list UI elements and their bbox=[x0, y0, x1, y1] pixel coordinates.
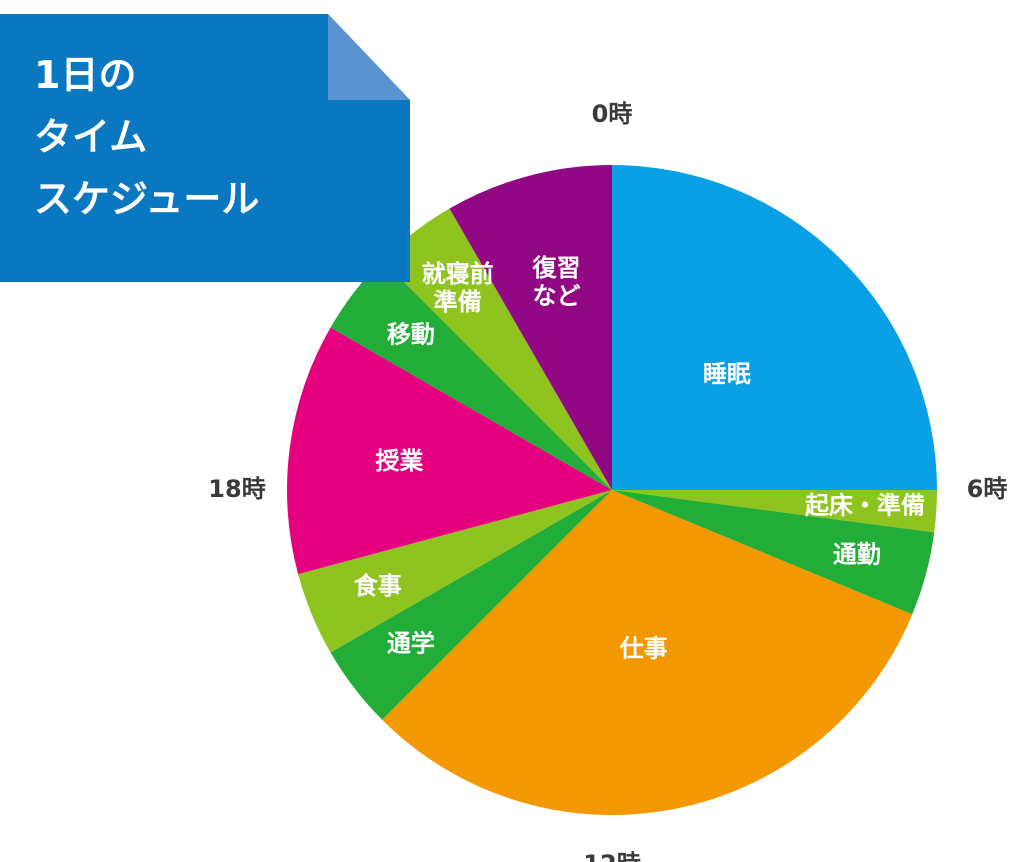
hour-label: 6時 bbox=[967, 475, 1008, 503]
slice-label: 睡眠 bbox=[703, 360, 751, 388]
title-line: タイム bbox=[34, 115, 148, 159]
slice-label: 仕事 bbox=[619, 634, 668, 662]
pie-slice bbox=[382, 208, 612, 490]
pie-slice bbox=[612, 490, 937, 533]
pie-slice bbox=[298, 490, 612, 653]
title-line: 1日の bbox=[34, 53, 137, 97]
slice-label: 準備 bbox=[434, 288, 482, 316]
slice-label: 授業 bbox=[375, 447, 423, 475]
pie-slice bbox=[612, 165, 937, 490]
hour-label: 18時 bbox=[208, 475, 265, 503]
title-line: スケジュール bbox=[34, 177, 260, 221]
title-text: 1日の タイム スケジュール bbox=[34, 44, 259, 230]
pie-slice bbox=[287, 327, 612, 575]
pie-slice bbox=[330, 260, 612, 490]
title-card: 1日の タイム スケジュール bbox=[0, 14, 410, 282]
slice-label: 通学 bbox=[387, 629, 435, 657]
hour-label: 0時 bbox=[592, 100, 633, 128]
slice-label: など bbox=[532, 282, 580, 310]
pie-slice bbox=[382, 490, 913, 815]
slice-label: 移動 bbox=[387, 321, 435, 349]
slice-label: 通勤 bbox=[833, 541, 881, 569]
pie-slice bbox=[449, 165, 612, 490]
pie-slice bbox=[330, 490, 612, 720]
slice-label: 起床・準備 bbox=[804, 492, 925, 520]
pie-slice bbox=[612, 490, 935, 615]
slice-label: 復習 bbox=[531, 254, 580, 282]
slice-label: 就寝前 bbox=[422, 260, 494, 288]
slice-label: 食事 bbox=[354, 572, 402, 600]
title-card-shape bbox=[0, 14, 410, 282]
hour-label: 12時 bbox=[583, 850, 640, 862]
